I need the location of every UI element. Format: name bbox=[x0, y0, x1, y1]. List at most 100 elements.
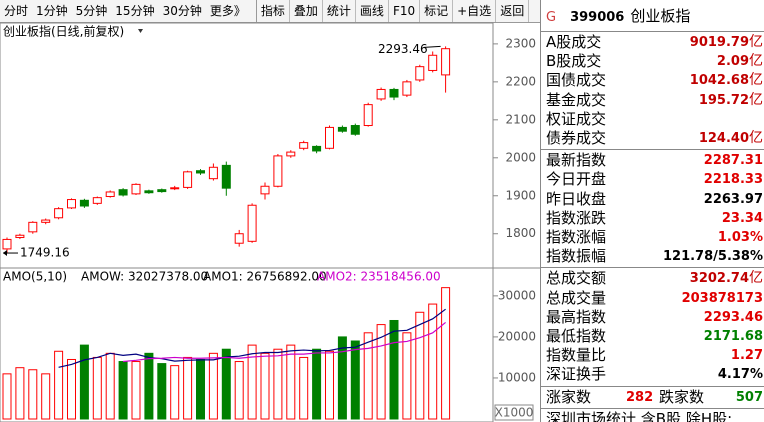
y-tick-label: 2000 bbox=[505, 150, 536, 164]
value-number: 2218.33 bbox=[703, 172, 763, 188]
period-button[interactable]: 5分钟 bbox=[75, 4, 108, 18]
value-number: 3202.74 bbox=[689, 271, 749, 287]
volume-bar bbox=[208, 352, 218, 420]
quote-row: A股成交 9019.79亿 bbox=[546, 33, 763, 52]
candle-body bbox=[208, 166, 218, 180]
y-tick-label: 2200 bbox=[505, 74, 536, 88]
quote-panel: G 399006 创业板指 A股成交 9019.79亿 B股成交 2.09亿 国债成交 1042… bbox=[540, 0, 764, 422]
dropdown-icon[interactable] bbox=[138, 29, 143, 33]
index-code: 399006 bbox=[570, 10, 625, 25]
volume-bar bbox=[441, 287, 451, 420]
candle-body bbox=[350, 125, 360, 135]
candle-body bbox=[118, 189, 128, 196]
value-unit: 亿 bbox=[749, 72, 763, 89]
quote-label: 昨日收盘 bbox=[546, 189, 607, 208]
tool-button[interactable]: 叠加 bbox=[290, 0, 323, 22]
volume-bar bbox=[428, 303, 438, 420]
candle-body bbox=[28, 221, 38, 233]
tool-button[interactable]: 返回 bbox=[496, 0, 530, 22]
candle-body bbox=[415, 66, 425, 81]
quote-label: 国债成交 bbox=[546, 71, 607, 90]
candle-body bbox=[105, 191, 115, 198]
advance-label: 涨家数 bbox=[546, 387, 592, 406]
period-button[interactable]: 30分钟 bbox=[162, 4, 202, 18]
volume-bar bbox=[118, 361, 128, 420]
candle-body bbox=[234, 233, 244, 244]
quote-row: 基金成交 195.72亿 bbox=[546, 91, 763, 110]
quote-value: 23.34 bbox=[722, 209, 763, 228]
quote-label: 债券成交 bbox=[546, 129, 607, 147]
quote-label: A股成交 bbox=[546, 33, 602, 51]
legend-entry: AMO1: 26756892.00 bbox=[203, 270, 327, 284]
candle-body bbox=[157, 189, 167, 193]
value-number: 121.78/5.38% bbox=[662, 249, 763, 265]
tool-button[interactable]: +自选 bbox=[453, 0, 497, 22]
period-button[interactable]: 更多》 bbox=[209, 4, 246, 18]
tool-button[interactable]: 画线 bbox=[356, 0, 389, 22]
quote-row: 今日开盘 2218.33 bbox=[546, 170, 763, 189]
value-number: 23.34 bbox=[721, 210, 763, 226]
candle-body bbox=[428, 54, 438, 71]
quote-label: 指数振幅 bbox=[546, 247, 607, 266]
value-number: 1.03% bbox=[717, 230, 763, 245]
candle-body bbox=[247, 204, 257, 242]
candle-body bbox=[54, 208, 64, 219]
low-annotation: 1749.16 bbox=[20, 246, 70, 260]
volume-legend-amow: AMOW: 32027378.00 bbox=[81, 270, 208, 284]
value-number: 2263.97 bbox=[703, 191, 763, 207]
candle-body bbox=[41, 219, 51, 223]
value-unit: 亿 bbox=[749, 53, 763, 70]
index-name: 创业板指 bbox=[630, 7, 691, 25]
tool-button[interactable]: 指标 bbox=[255, 0, 290, 22]
quote-value: 2293.46 bbox=[704, 308, 763, 327]
tool-button[interactable]: 统计 bbox=[323, 0, 356, 22]
period-button[interactable]: 1分钟 bbox=[36, 4, 68, 18]
period-button[interactable]: 15分钟 bbox=[115, 4, 155, 18]
quote-row: 总成交额 3202.74亿 bbox=[546, 269, 763, 288]
quote-value: 1.03% bbox=[718, 228, 763, 247]
volume-legend-title: AMO(5,10) bbox=[3, 270, 67, 284]
volume-bar bbox=[105, 352, 115, 420]
quote-label: 基金成交 bbox=[546, 90, 607, 109]
volume-bar bbox=[247, 344, 257, 420]
divider bbox=[541, 31, 764, 32]
volume-bar bbox=[234, 361, 244, 420]
market-badge: G bbox=[546, 10, 557, 25]
candle-body bbox=[92, 197, 102, 204]
volume-bar bbox=[92, 356, 102, 420]
volume-bar bbox=[312, 348, 322, 420]
candle-body bbox=[131, 183, 141, 195]
volume-bar bbox=[196, 358, 205, 420]
quote-label: 指数涨幅 bbox=[546, 228, 607, 246]
candle-body bbox=[79, 199, 89, 207]
chart-title: 创业板指(日线,前复权) bbox=[3, 24, 124, 39]
candle-body bbox=[376, 88, 386, 100]
tool-button[interactable]: 标记 bbox=[420, 0, 454, 22]
volume-bar bbox=[389, 319, 399, 420]
unit-label: X1000 bbox=[495, 406, 534, 420]
quote-label: 今日开盘 bbox=[546, 170, 607, 189]
quote-value: 2.09亿 bbox=[717, 52, 763, 71]
candle-body bbox=[286, 151, 296, 157]
quote-label: 最低指数 bbox=[546, 327, 607, 345]
decline-label: 跌家数 bbox=[659, 387, 705, 406]
period-button[interactable]: 分时 bbox=[4, 4, 29, 18]
unit-box bbox=[494, 404, 534, 421]
volume-bar bbox=[28, 369, 38, 420]
value-number: 2.09 bbox=[716, 54, 749, 70]
tool-button[interactable]: F10 bbox=[389, 0, 421, 22]
decline-count: 507 bbox=[735, 389, 763, 405]
y-tick-label: 30000 bbox=[498, 288, 536, 302]
candle-body bbox=[363, 104, 373, 127]
quote-value: 2171.68 bbox=[704, 327, 763, 346]
quote-row: 最高指数 2293.46 bbox=[546, 308, 763, 327]
quote-value: 4.17% bbox=[718, 365, 763, 384]
quote-row: 最新指数 2287.31 bbox=[546, 151, 763, 170]
volume-bar bbox=[260, 352, 270, 420]
y-tick-label: 2100 bbox=[505, 112, 536, 126]
candle-body bbox=[15, 234, 25, 239]
candle-body bbox=[312, 145, 322, 152]
quote-row: 债券成交 124.40亿 bbox=[546, 129, 763, 148]
candle-body bbox=[299, 142, 309, 149]
